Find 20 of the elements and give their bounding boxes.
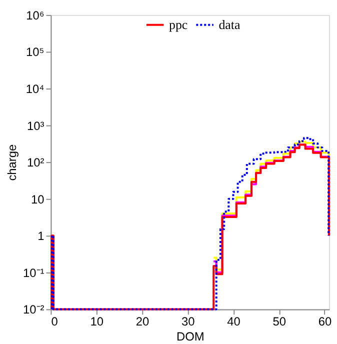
y-tick-label: 10⁵ [26,45,44,60]
x-tick-label: 50 [272,314,286,329]
legend-label: ppc [168,16,188,32]
x-tick-label: 40 [227,314,241,329]
x-tick-label: 60 [318,314,332,329]
y-axis-title: charge [5,144,20,181]
y-tick-label: 1 [38,229,45,244]
x-tick-label: 30 [181,314,196,329]
y-tick-label: 10⁶ [26,8,44,22]
y-tick-label: 10⁻¹ [23,266,44,280]
x-tick-label: 10 [90,314,104,329]
y-tick-label: 10² [27,156,44,170]
x-tick-label: 0 [51,314,58,329]
y-tick-label: 10⁻² [23,302,44,317]
y-tick-label: 10⁴ [26,82,44,96]
y-tick-label: 10³ [27,118,44,133]
x-axis-title: DOM [176,330,204,344]
legend-label: data [218,16,240,32]
y-tick-label: 10 [30,192,45,206]
x-tick-label: 20 [136,314,150,329]
